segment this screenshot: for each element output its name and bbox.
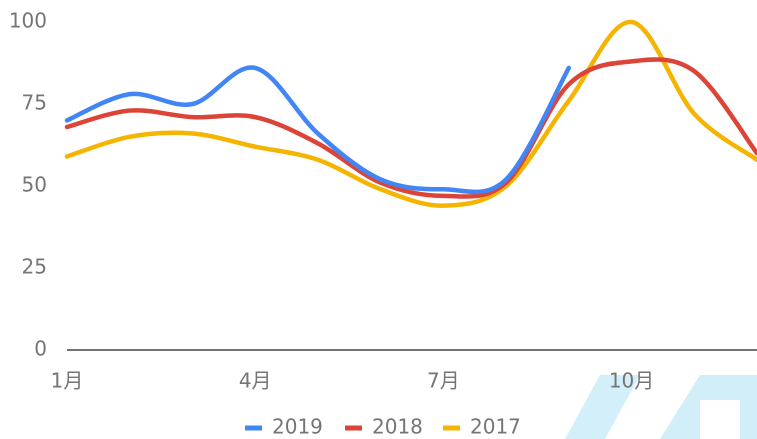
x-tick-label: 1月 xyxy=(51,369,84,393)
legend-label: 2017 xyxy=(470,415,521,439)
legend-label: 2018 xyxy=(372,415,423,439)
y-tick-label: 75 xyxy=(22,91,47,115)
y-tick-label: 25 xyxy=(22,255,47,279)
y-tick-label: 50 xyxy=(22,173,47,197)
series-line xyxy=(64,65,572,195)
x-tick-label: 4月 xyxy=(239,369,272,393)
x-tick-label: 10月 xyxy=(609,369,654,393)
x-tick-label: 7月 xyxy=(427,369,460,393)
legend-swatch xyxy=(345,425,362,431)
y-tick-label: 0 xyxy=(34,337,47,361)
legend-swatch xyxy=(245,425,262,431)
legend-label: 2019 xyxy=(272,415,323,439)
y-tick-label: 100 xyxy=(9,9,47,33)
series-line xyxy=(64,57,757,199)
watermark xyxy=(565,375,757,439)
legend-swatch xyxy=(443,425,460,431)
series-line xyxy=(64,19,757,208)
